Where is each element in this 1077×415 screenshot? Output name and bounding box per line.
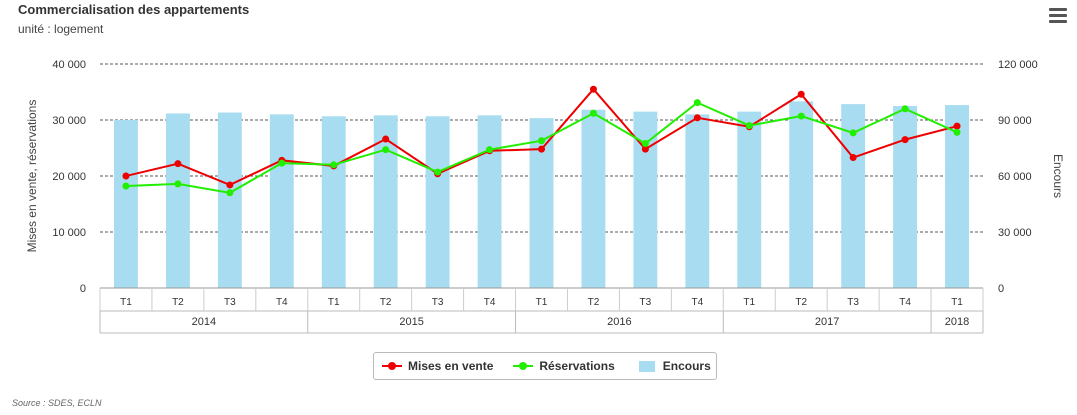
x-tick-label: T2 [380,297,392,308]
point-reservations [278,159,286,167]
y-tick-right: 60 000 [998,171,1032,183]
point-mises-en-vente [382,135,390,143]
legend-item-mises-en-vente[interactable]: Mises en vente [382,359,493,373]
legend-label-encours: Encours [662,359,711,373]
y-tick-left: 20 000 [52,171,86,183]
point-mises-en-vente [641,145,649,153]
bar-encours [321,116,346,289]
x-group-label: 2014 [192,316,216,328]
legend: Mises en vente Réservations Encours [373,352,717,380]
y-tick-left: 0 [80,283,86,295]
chart-area: 0 0 10 000 30 000 20 000 60 000 30 000 90 000 40… [25,59,1065,334]
legend-symbol-mises-en-vente [382,360,402,372]
x-tick-label: T2 [588,297,600,308]
point-mises-en-vente [174,160,182,168]
bar-encours [114,120,138,288]
point-reservations [849,129,857,137]
point-reservations [122,182,130,190]
point-reservations [538,137,545,145]
x-tick-label: T3 [847,297,859,308]
point-mises-en-vente [797,90,805,98]
bar-encours [425,116,450,289]
y-tick-left: 10 000 [52,227,86,239]
point-mises-en-vente [226,181,234,189]
bar-encours [789,101,814,288]
x-tick-label: T3 [224,297,236,308]
legend-label-reservations: Réservations [539,359,615,373]
y-tick-right: 120 000 [998,59,1038,71]
point-mises-en-vente [693,114,701,122]
x-tick-label: T1 [743,297,755,308]
chart-title: Commercialisation des appartements [18,2,250,17]
point-reservations [901,105,909,113]
point-reservations [745,122,753,130]
bar-encours [217,112,242,289]
bar-encours [633,111,658,288]
x-group-label: 2017 [815,316,839,328]
point-reservations [693,99,701,107]
bar-encours [477,115,502,288]
legend-symbol-reservations [513,360,534,372]
point-mises-en-vente [901,136,909,144]
x-tick-label: T4 [484,297,496,308]
y-tick-right: 90 000 [998,115,1032,127]
bar-encours [737,111,762,288]
y-axis-title-right: Encours [1051,154,1065,198]
bar-encours [945,105,969,288]
bar-encours [165,113,190,288]
bar-encours [529,118,554,288]
point-reservations [486,146,494,154]
point-reservations [434,168,442,176]
x-group-label: 2015 [399,316,423,328]
point-reservations [589,109,597,117]
bar-encours [269,114,294,289]
x-tick-label: T3 [640,297,652,308]
x-tick-label: T1 [120,297,132,308]
point-mises-en-vente [849,154,857,162]
y-tick-right: 0 [998,283,1004,295]
point-reservations [330,161,338,169]
x-tick-label: T2 [172,297,184,308]
menu-icon[interactable] [1049,8,1067,24]
x-tick-label: T4 [276,297,288,308]
x-tick-label: T1 [328,297,340,308]
legend-label-mises-en-vente: Mises en vente [408,359,494,373]
bar-encours [893,106,918,288]
point-reservations [382,146,390,154]
x-group-label: 2018 [945,316,969,328]
point-reservations [641,140,649,148]
chart-subtitle: unité : logement [18,22,104,36]
source-note: Source : SDES, ECLN [12,398,102,408]
bar-encours [373,115,398,288]
point-reservations [226,189,234,197]
legend-item-reservations[interactable]: Réservations [513,359,615,373]
point-mises-en-vente [953,122,961,130]
y-tick-left: 40 000 [52,59,86,71]
x-group-label: 2016 [607,316,631,328]
bar-encours [581,109,606,288]
point-reservations [797,112,805,120]
x-tick-label: T4 [899,297,911,308]
x-tick-label: T1 [536,297,548,308]
point-reservations [174,180,182,188]
point-reservations [953,128,961,136]
y-tick-right: 30 000 [998,227,1032,239]
x-tick-label: T2 [795,297,807,308]
x-tick-label: T1 [951,297,963,308]
point-mises-en-vente [122,172,130,180]
x-tick-label: T3 [432,297,444,308]
point-mises-en-vente [538,145,545,153]
y-tick-left: 30 000 [52,115,86,127]
point-mises-en-vente [589,85,597,93]
legend-item-encours[interactable]: Encours [631,359,711,373]
x-tick-label: T4 [691,297,703,308]
y-axis-title-left: Mises en vente, réservations [25,100,39,253]
legend-symbol-encours [638,360,655,372]
bar-encours [685,114,710,289]
